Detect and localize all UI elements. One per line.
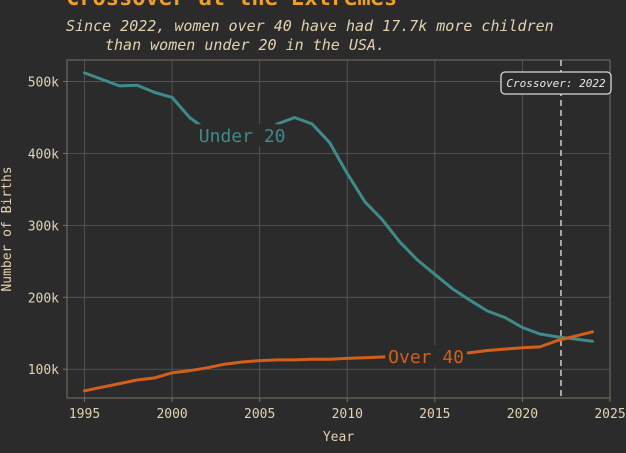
chart-subtitle-line-2: than women under 20 in the USA. (105, 36, 385, 54)
series-label-over-40: Over 40 (388, 347, 464, 368)
x-tick-label: 2020 (507, 407, 538, 422)
x-tick-label: 2025 (594, 407, 625, 422)
x-tick-label: 2005 (244, 407, 275, 422)
series-label-bg-over-40 (385, 345, 467, 368)
x-tick-label: 2010 (332, 407, 363, 422)
chart-title: Crossover at the Extremes (66, 0, 397, 11)
x-tick-label: 1995 (69, 407, 100, 422)
crossover-annotation-label: Crossover: 2022 (506, 77, 606, 90)
y-axis-label: Number of Births (0, 166, 15, 291)
y-tick-label: 300k (28, 219, 59, 234)
plot-frame (66, 59, 611, 399)
y-tick-label: 500k (28, 76, 59, 91)
series-line-under-20 (83, 71, 594, 343)
crossover-annotation-box (500, 71, 612, 95)
x-axis-label: Year (323, 430, 354, 445)
x-tick-label: 2000 (156, 407, 187, 422)
y-tick-label: 100k (28, 363, 59, 378)
series-label-under-20: Under 20 (199, 126, 286, 147)
series-label-bg-under-20 (195, 124, 289, 147)
y-tick-label: 400k (28, 147, 59, 162)
y-tick-label: 200k (28, 291, 59, 306)
chart-subtitle-line-1: Since 2022, women over 40 have had 17.7k… (66, 17, 554, 35)
series-line-over-40 (83, 330, 594, 393)
x-tick-label: 2015 (419, 407, 450, 422)
